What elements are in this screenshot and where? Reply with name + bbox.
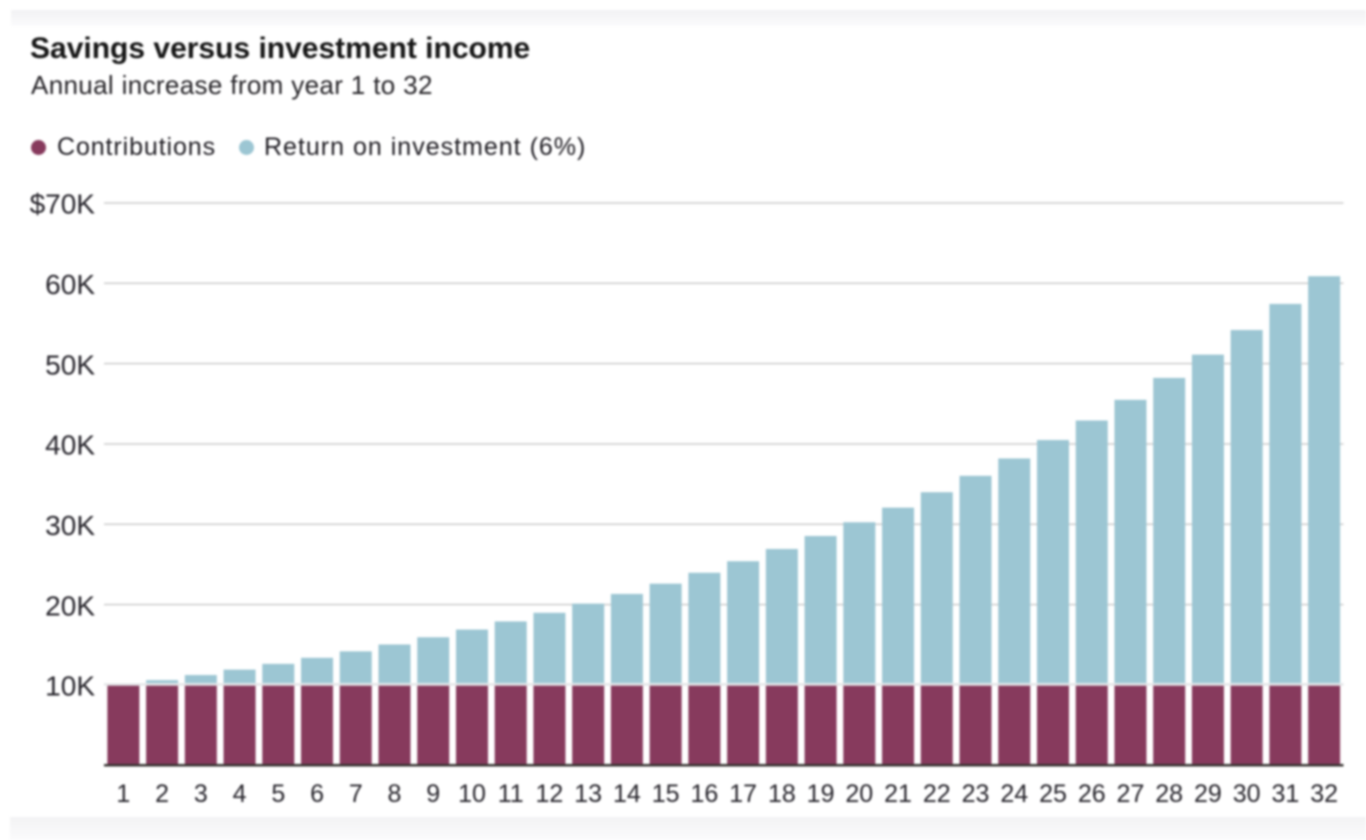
svg-text:15: 15 xyxy=(652,780,680,808)
svg-text:27: 27 xyxy=(1117,780,1145,808)
svg-text:24: 24 xyxy=(1000,780,1028,808)
svg-text:26: 26 xyxy=(1078,780,1106,808)
svg-text:20K: 20K xyxy=(45,590,95,621)
svg-text:2: 2 xyxy=(155,780,169,808)
svg-text:30: 30 xyxy=(1233,780,1261,808)
svg-text:8: 8 xyxy=(388,780,402,808)
svg-text:10K: 10K xyxy=(45,671,95,702)
svg-text:32: 32 xyxy=(1310,780,1338,808)
svg-text:30K: 30K xyxy=(45,510,95,541)
svg-text:17: 17 xyxy=(729,780,757,808)
svg-text:10: 10 xyxy=(458,780,486,808)
svg-text:5: 5 xyxy=(271,780,285,808)
svg-text:4: 4 xyxy=(233,780,247,808)
svg-text:6: 6 xyxy=(310,780,324,808)
svg-text:14: 14 xyxy=(613,780,641,808)
svg-text:50K: 50K xyxy=(45,349,95,380)
svg-text:23: 23 xyxy=(962,780,990,808)
svg-text:40K: 40K xyxy=(45,430,95,461)
svg-text:21: 21 xyxy=(884,780,912,808)
svg-text:25: 25 xyxy=(1039,780,1067,808)
svg-text:1: 1 xyxy=(116,780,130,808)
svg-text:11: 11 xyxy=(498,780,524,808)
svg-text:19: 19 xyxy=(807,780,835,808)
svg-text:60K: 60K xyxy=(45,269,95,300)
svg-text:12: 12 xyxy=(536,780,564,808)
svg-text:22: 22 xyxy=(923,780,951,808)
svg-text:31: 31 xyxy=(1271,780,1299,808)
svg-text:$70K: $70K xyxy=(30,189,96,220)
svg-text:16: 16 xyxy=(690,780,718,808)
svg-text:18: 18 xyxy=(768,780,796,808)
svg-text:9: 9 xyxy=(426,780,440,808)
svg-text:29: 29 xyxy=(1194,780,1222,808)
svg-text:20: 20 xyxy=(845,780,873,808)
svg-text:7: 7 xyxy=(349,780,363,808)
svg-text:13: 13 xyxy=(574,780,602,808)
svg-text:28: 28 xyxy=(1155,780,1183,808)
svg-text:3: 3 xyxy=(194,780,208,808)
